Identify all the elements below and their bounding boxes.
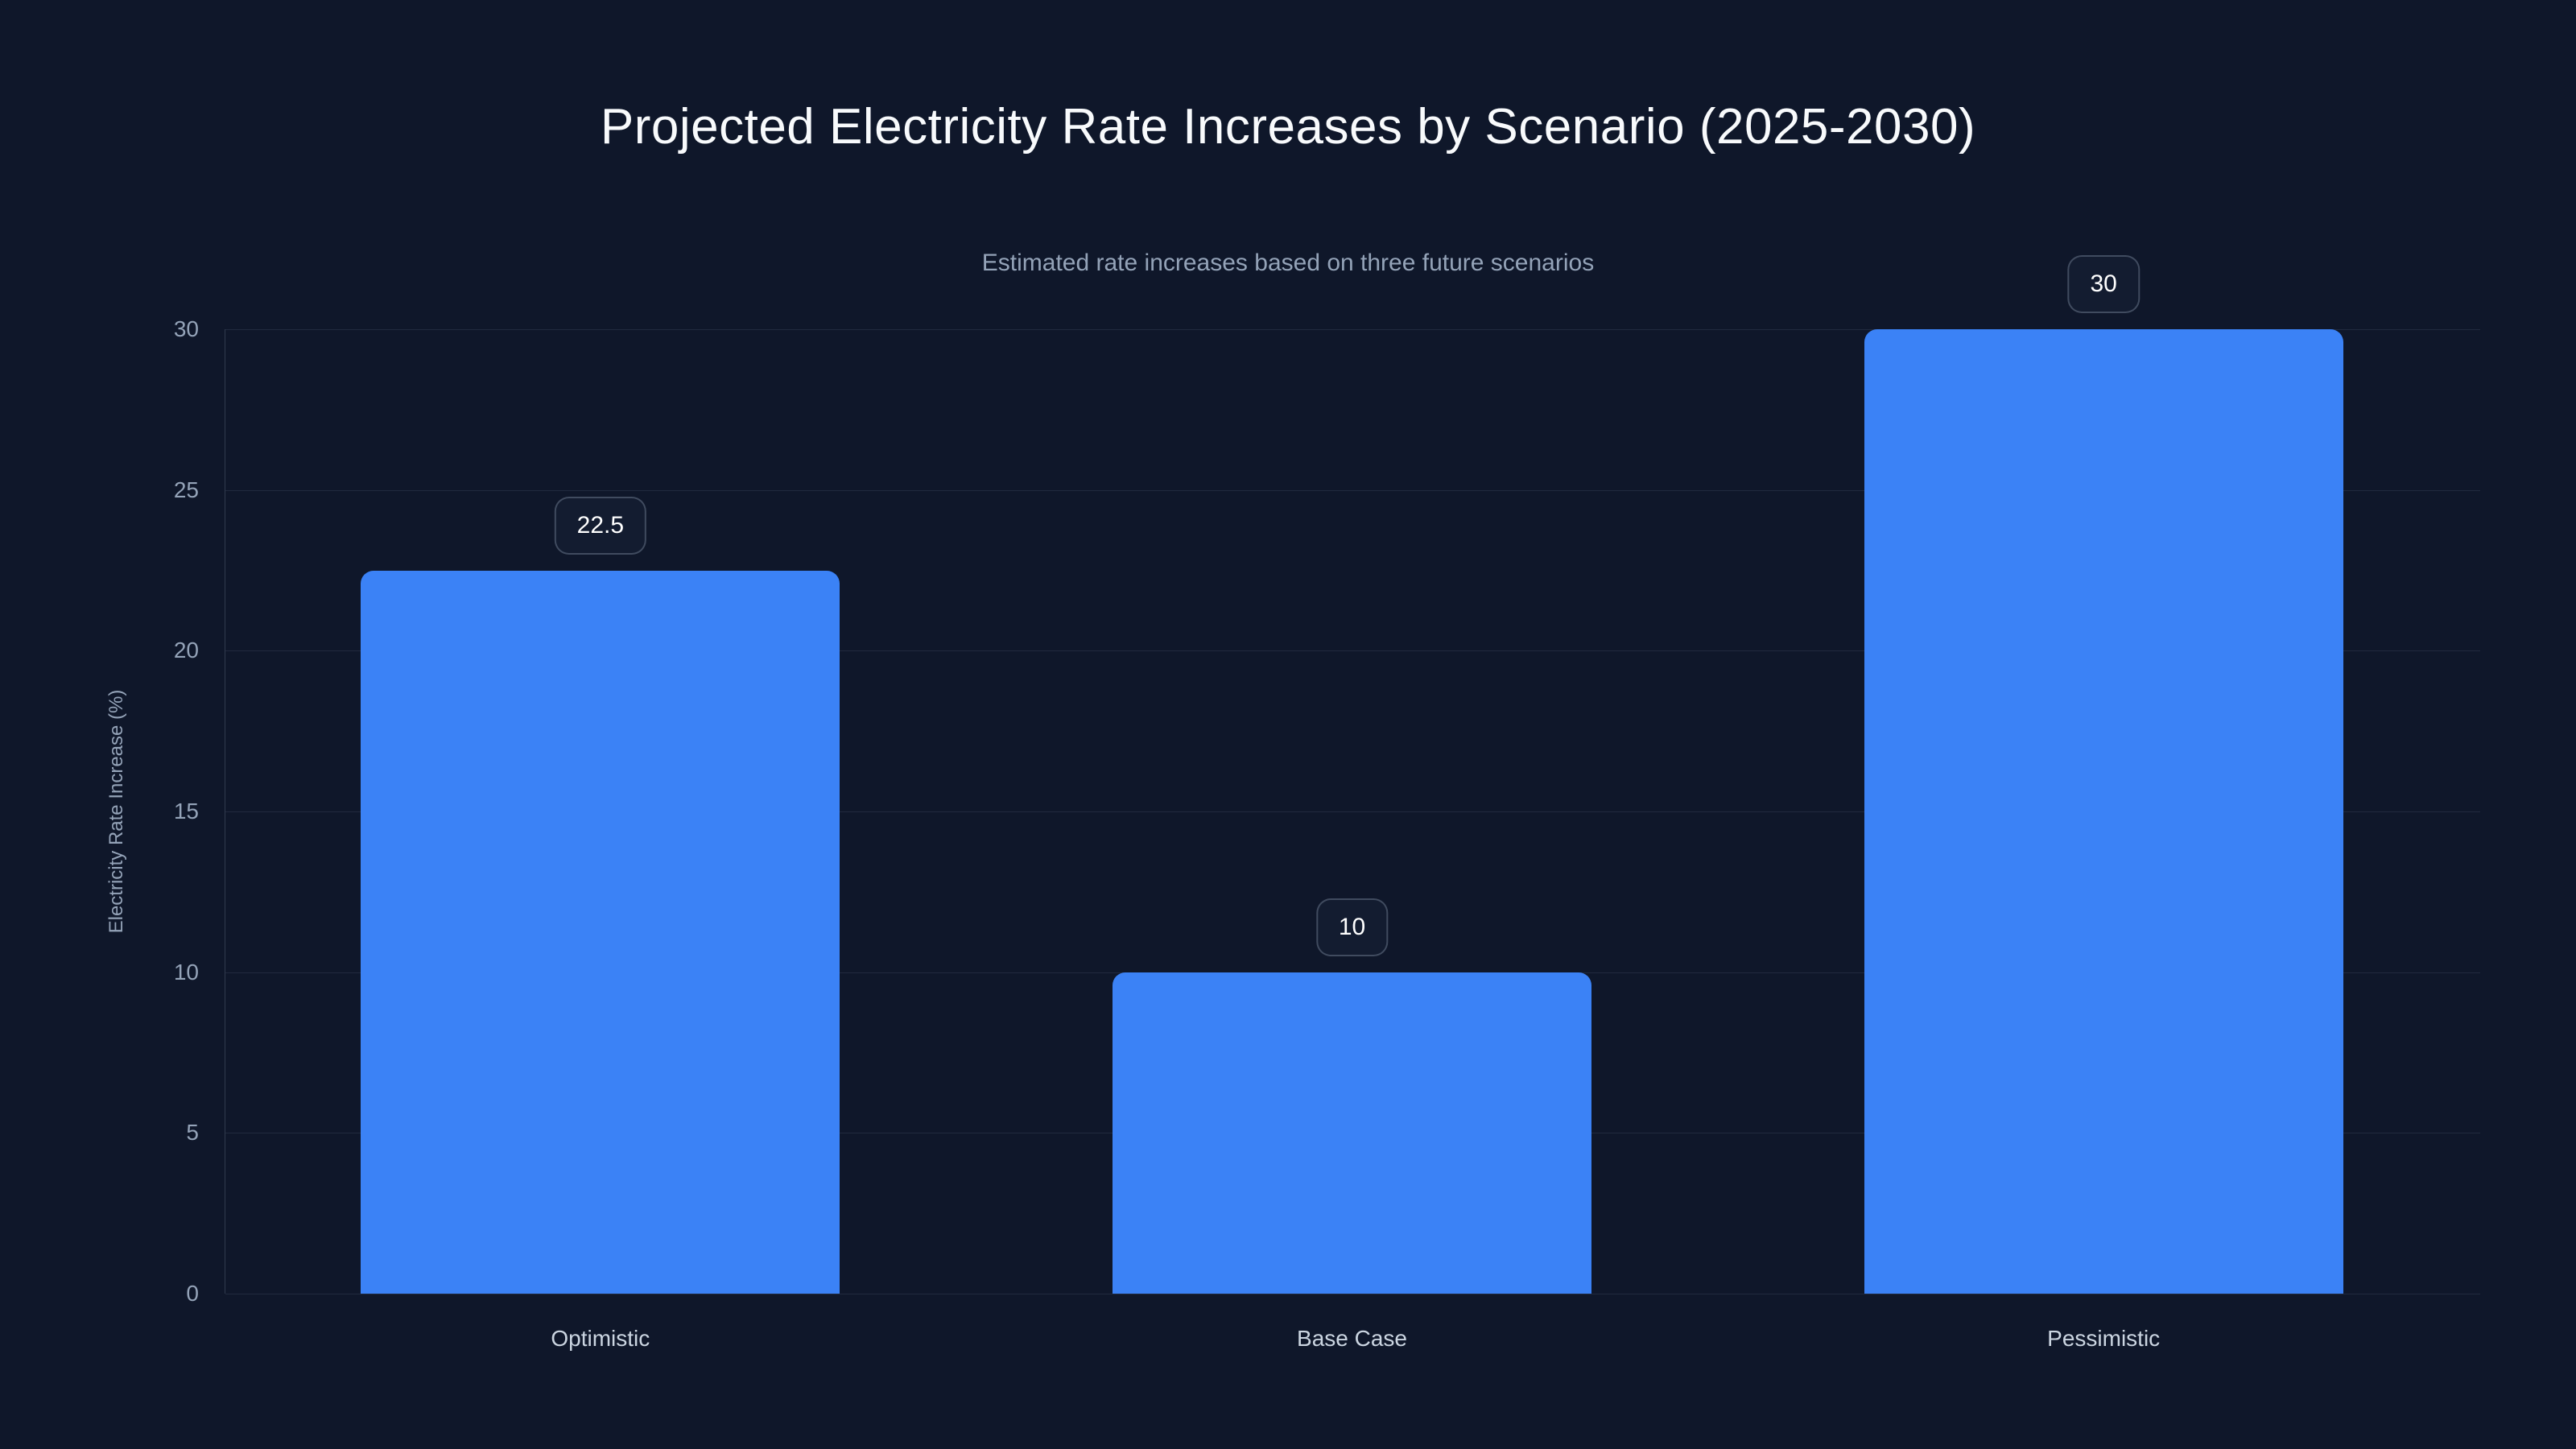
- y-tick-label: 30: [173, 316, 199, 341]
- gridline: [225, 811, 2480, 812]
- y-tick-label: 20: [173, 638, 199, 663]
- gridline: [225, 329, 2480, 330]
- bar-value-badge: 10: [1315, 898, 1389, 956]
- chart-title: Projected Electricity Rate Increases by …: [600, 99, 1976, 155]
- chart-subtitle: Estimated rate increases based on three …: [981, 250, 1595, 276]
- bar-value-badge: 30: [2067, 255, 2140, 313]
- x-category-label: Pessimistic: [2047, 1326, 2161, 1351]
- gridline: [225, 489, 2480, 491]
- x-category-label: Optimistic: [551, 1326, 650, 1351]
- y-tick-label: 0: [186, 1281, 199, 1306]
- bar-base-case[interactable]: [1113, 972, 1591, 1294]
- bar-value-badge: 22.5: [554, 496, 647, 555]
- y-tick-label: 10: [173, 959, 199, 985]
- bar-optimistic[interactable]: [361, 570, 840, 1294]
- y-tick-label: 15: [173, 799, 199, 824]
- y-tick-label: 5: [186, 1120, 199, 1146]
- bar-pessimistic[interactable]: [1864, 329, 2343, 1294]
- x-category-label: Base Case: [1297, 1326, 1407, 1351]
- gridline: [225, 650, 2480, 652]
- y-tick-label: 25: [173, 477, 199, 502]
